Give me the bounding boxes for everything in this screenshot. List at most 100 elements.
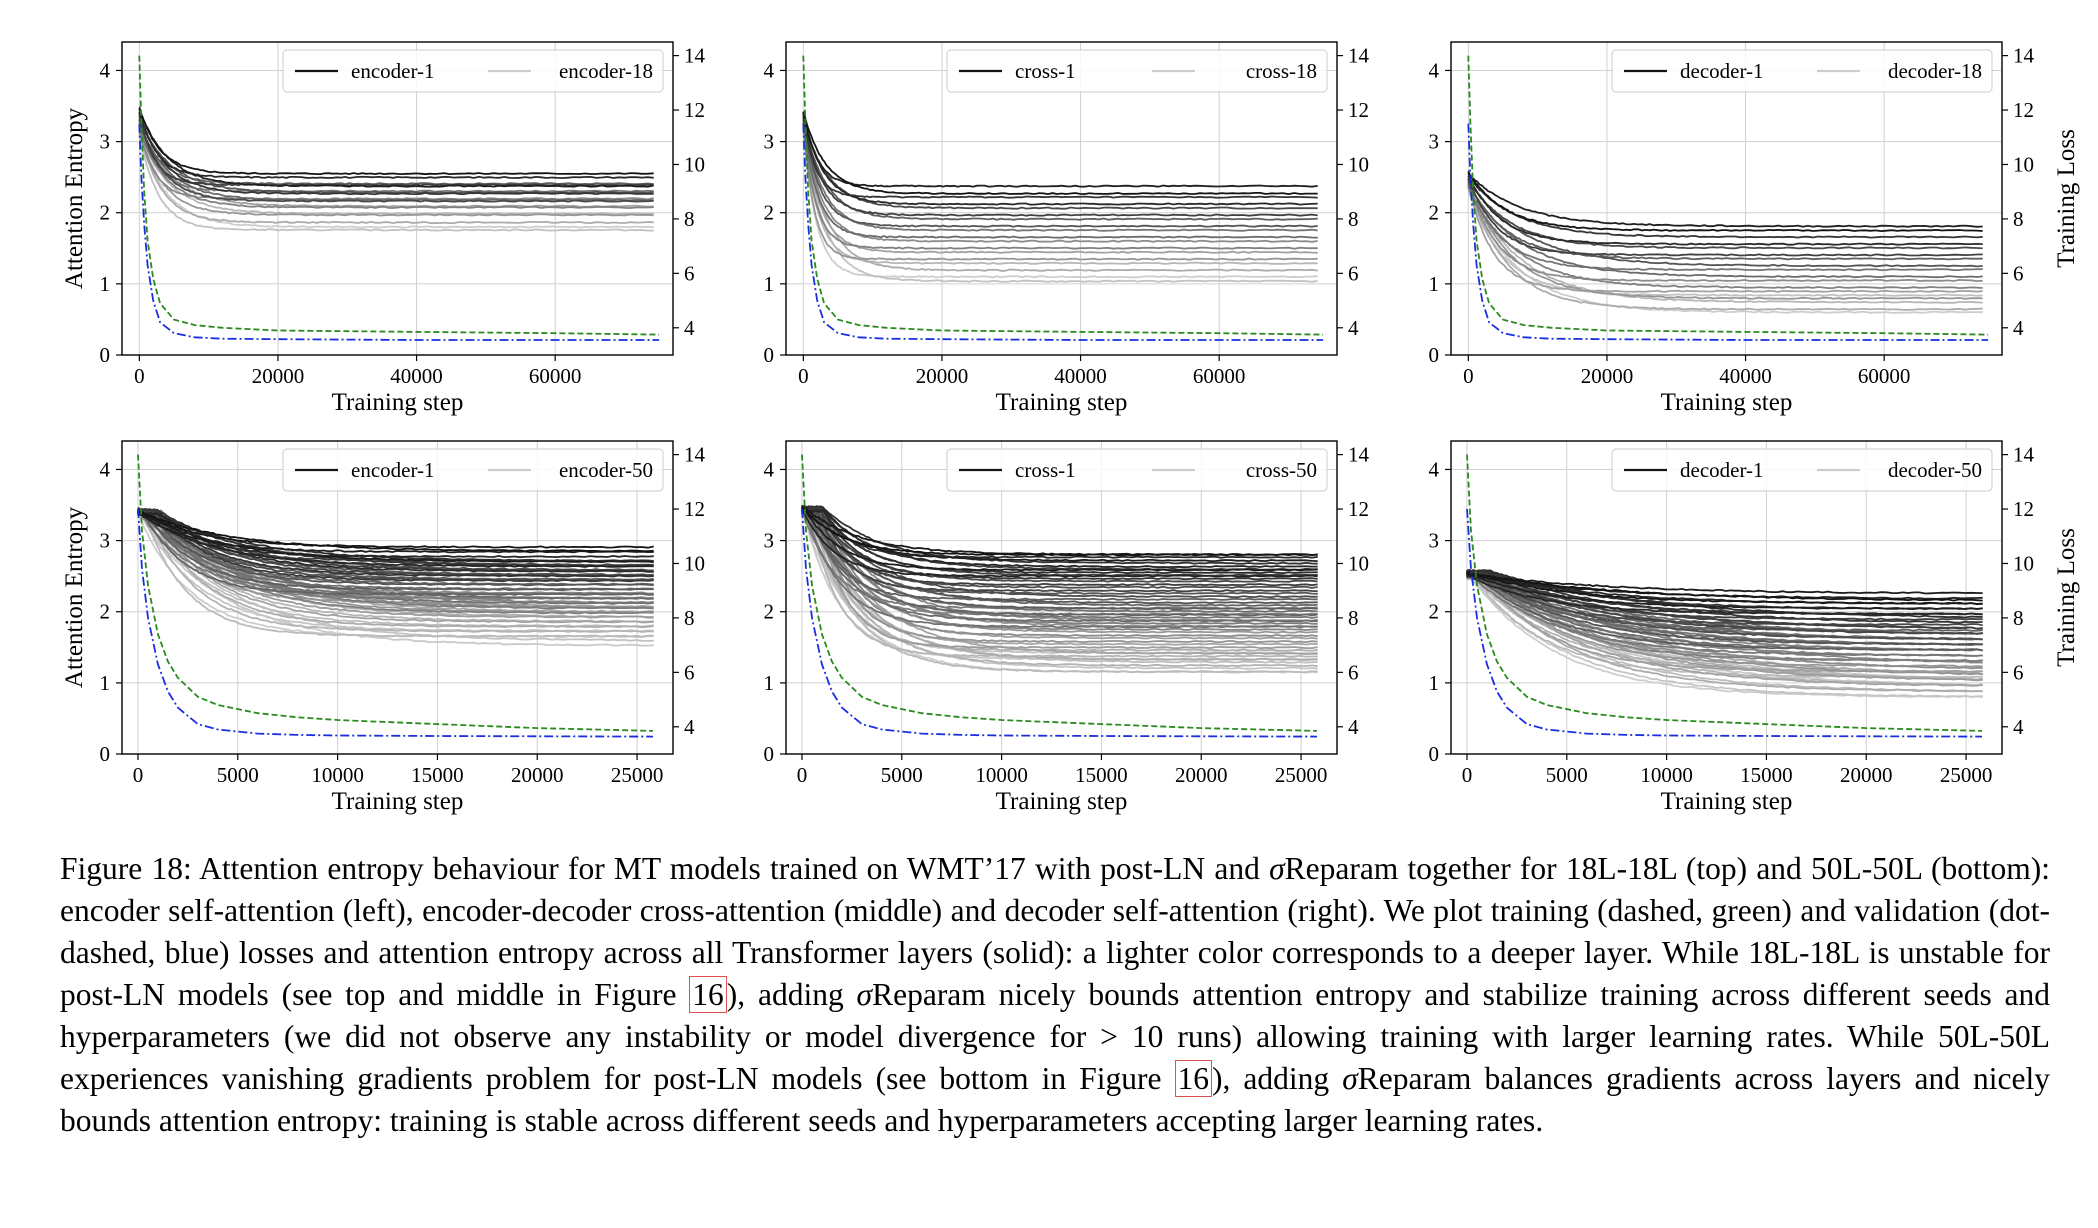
y2-tick-label: 10 bbox=[1348, 551, 1369, 575]
layer-entropy-line bbox=[1466, 573, 1983, 693]
val-loss-line bbox=[137, 508, 654, 738]
layer-entropy-line bbox=[138, 130, 654, 201]
y2-tick-label: 4 bbox=[1348, 316, 1359, 340]
legend: encoder-1 encoder-18 bbox=[282, 49, 664, 93]
layer-entropy-line bbox=[802, 125, 1318, 250]
x-tick-label: 25000 bbox=[611, 763, 664, 787]
caption-sigma-1: σ bbox=[1269, 851, 1285, 886]
legend-label-first-layer: decoder-1 bbox=[1680, 59, 1764, 83]
y-tick-label: 3 bbox=[764, 130, 775, 154]
layer-entropy-line bbox=[1466, 571, 1983, 657]
layer-entropy-line bbox=[801, 509, 1318, 559]
x-tick-label: 15000 bbox=[1740, 763, 1793, 787]
y2-tick-label: 10 bbox=[684, 152, 705, 176]
layer-entropy-line bbox=[802, 114, 1318, 199]
layer-entropy-line bbox=[801, 509, 1318, 601]
layer-entropy-line bbox=[138, 106, 654, 176]
layer-entropy-line bbox=[138, 512, 654, 581]
layer-entropy-line bbox=[802, 124, 1318, 232]
layer-entropy-line bbox=[137, 510, 654, 564]
layer-entropy-line bbox=[1467, 185, 1983, 293]
layer-entropy-line bbox=[801, 506, 1318, 650]
y-tick-label: 2 bbox=[764, 201, 775, 225]
figure-caption: Figure 18: Attention entropy behaviour f… bbox=[60, 848, 2050, 1142]
x-tick-label: 20000 bbox=[916, 364, 969, 388]
y2-tick-label: 6 bbox=[684, 660, 695, 684]
figure-reference-link[interactable]: 16 bbox=[1174, 1060, 1212, 1097]
layer-entropy-line bbox=[1467, 175, 1983, 239]
y2-tick-label: 12 bbox=[2013, 497, 2034, 521]
y2-tick-label: 4 bbox=[684, 715, 695, 739]
layer-entropy-line bbox=[137, 513, 654, 578]
y-tick-label: 2 bbox=[764, 600, 775, 624]
y-tick-label: 1 bbox=[764, 671, 775, 695]
y2-tick-label: 6 bbox=[2013, 660, 2024, 684]
y-axis-label: Attention Entropy bbox=[61, 506, 88, 688]
figure-reference-link[interactable]: 16 bbox=[689, 976, 727, 1013]
x-tick-label: 40000 bbox=[1054, 364, 1107, 388]
y-tick-label: 1 bbox=[100, 272, 111, 296]
layer-entropy-line bbox=[1467, 177, 1983, 257]
y-tick-label: 0 bbox=[764, 742, 775, 766]
legend: decoder-1 decoder-18 bbox=[1611, 49, 1993, 93]
legend-label-last-layer: encoder-50 bbox=[559, 458, 653, 482]
layer-entropy-line bbox=[802, 111, 1318, 196]
x-axis-label: Training step bbox=[996, 788, 1128, 815]
val-loss-line bbox=[801, 508, 1318, 738]
legend: encoder-1 encoder-50 bbox=[282, 448, 664, 492]
layer-entropy-line bbox=[138, 111, 654, 179]
caption-text-2: Reparam together for 18L-18L (top) and 5… bbox=[60, 851, 2050, 1012]
layer-entropy-line bbox=[137, 512, 654, 647]
caption-text-4: Reparam nicely bounds attention entropy … bbox=[60, 977, 2051, 1096]
legend-box bbox=[946, 448, 1328, 492]
train-loss-line bbox=[138, 55, 660, 336]
x-tick-label: 5000 bbox=[881, 763, 923, 787]
y2-tick-label: 12 bbox=[1348, 98, 1369, 122]
y-tick-label: 2 bbox=[100, 600, 111, 624]
layer-entropy-line bbox=[802, 125, 1318, 272]
layer-entropy-lines bbox=[1467, 170, 1983, 314]
layer-entropy-line bbox=[138, 130, 654, 216]
y2-tick-label: 6 bbox=[2013, 261, 2024, 285]
train-loss-line bbox=[137, 454, 654, 732]
layer-entropy-line bbox=[138, 130, 654, 225]
legend-label-first-layer: encoder-1 bbox=[351, 59, 435, 83]
layer-entropy-line bbox=[137, 510, 654, 592]
layer-entropy-line bbox=[1467, 182, 1983, 283]
y-tick-label: 0 bbox=[1429, 742, 1440, 766]
x-tick-label: 5000 bbox=[217, 763, 259, 787]
layer-entropy-line bbox=[801, 508, 1318, 569]
y-tick-label: 3 bbox=[100, 130, 111, 154]
layer-entropy-line bbox=[138, 118, 654, 186]
layer-entropy-line bbox=[801, 504, 1318, 557]
y-tick-label: 1 bbox=[100, 671, 111, 695]
layer-entropy-line bbox=[802, 122, 1318, 239]
train-loss-line bbox=[1467, 55, 1989, 336]
layer-entropy-line bbox=[1467, 183, 1983, 300]
x-tick-label: 60000 bbox=[529, 364, 582, 388]
y-tick-label: 1 bbox=[764, 272, 775, 296]
x-tick-label: 20000 bbox=[1175, 763, 1228, 787]
legend-label-first-layer: cross-1 bbox=[1015, 59, 1076, 83]
y2-tick-label: 4 bbox=[1348, 715, 1359, 739]
x-tick-label: 0 bbox=[1463, 364, 1474, 388]
chart-panel-bottom-left: 0 5000 10000 15000 20000 2500001234468101214T… bbox=[61, 440, 706, 815]
layer-entropy-line bbox=[1467, 181, 1983, 261]
layer-entropy-line bbox=[138, 108, 654, 188]
layer-entropy-lines bbox=[802, 111, 1318, 283]
train-loss-line bbox=[802, 55, 1324, 336]
y-tick-label: 2 bbox=[1429, 600, 1440, 624]
layer-entropy-line bbox=[137, 510, 654, 633]
layer-entropy-lines bbox=[1466, 568, 1983, 699]
layer-entropy-line bbox=[801, 508, 1318, 589]
layer-entropy-line bbox=[802, 114, 1318, 206]
caption-text-5: ), adding bbox=[1212, 1061, 1343, 1096]
x-axis-label: Training step bbox=[1661, 788, 1793, 815]
x-tick-label: 10000 bbox=[975, 763, 1028, 787]
x-tick-label: 25000 bbox=[1940, 763, 1993, 787]
layer-entropy-line bbox=[801, 509, 1318, 658]
layer-entropy-line bbox=[802, 122, 1318, 261]
y2-axis-label: Training Loss bbox=[2053, 129, 2080, 268]
